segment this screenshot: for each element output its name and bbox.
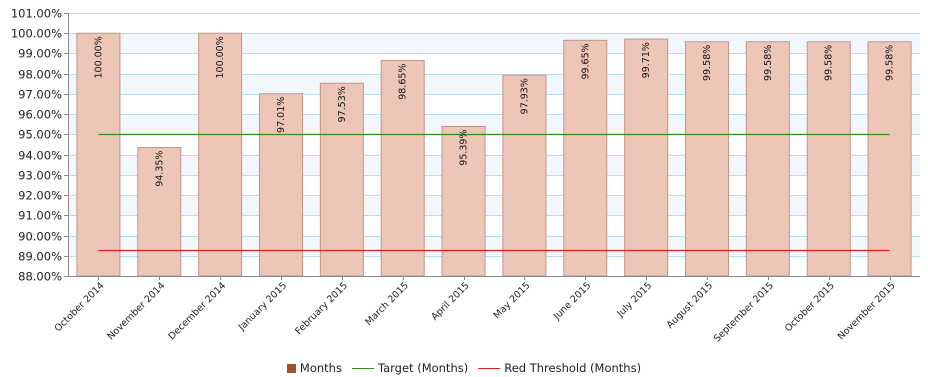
data-label: 99.58% [885,45,896,81]
data-label: 97.93% [519,78,530,114]
y-tick-label: 99.00% [18,47,62,61]
x-tick-label: October 2015 [783,280,837,334]
bar [198,32,243,277]
y-tick-label: 92.00% [18,189,62,203]
bar [502,74,547,277]
legend: Months Target (Months) Red Threshold (Mo… [0,361,928,375]
plot-band [68,154,920,175]
legend-item-months[interactable]: Months [286,361,342,375]
x-tick-label: November 2014 [105,280,167,342]
legend-label-target: Target (Months) [377,361,469,375]
y-tick-label: 95.00% [18,128,62,142]
legend-item-red-threshold[interactable]: Red Threshold (Months) [478,361,641,375]
bar [806,41,851,277]
y-tick-label: 91.00% [18,209,62,223]
plot-band [68,195,920,216]
data-label: 99.65% [580,43,591,79]
data-label: 99.58% [702,45,713,81]
x-tick-label: March 2015 [363,280,410,327]
plot-band [68,73,920,94]
x-tick-label: May 2015 [492,280,533,321]
reference-lines [98,133,890,252]
bar [563,39,608,277]
bar [745,41,790,277]
y-tick-label: 96.00% [18,108,62,122]
bar [624,38,669,277]
bar [685,41,729,277]
legend-label-red-threshold: Red Threshold (Months) [504,361,642,375]
bar [259,93,303,277]
plot-bands [68,33,920,256]
y-tick-label: 89.00% [18,250,62,264]
x-tick-label: February 2015 [293,280,350,337]
legend-item-target[interactable]: Target (Months) [351,361,469,375]
legend-swatch-months [286,363,296,373]
data-label: 94.35% [154,151,165,187]
x-tick-label: August 2015 [665,280,716,331]
data-label: 97.01% [276,97,287,133]
y-axis: 101.00% 100.00% 99.00% 98.00% 97.00% 96.00% 95… [11,7,69,284]
bars [76,32,912,277]
bar [137,147,182,277]
data-label: 97.53% [337,86,348,122]
y-tick-label: 101.00% [11,7,62,21]
data-label: 99.58% [763,45,774,81]
y-tick-label: 98.00% [18,68,62,82]
y-tick-label: 90.00% [18,230,62,244]
plot-band [68,114,920,135]
data-label: 99.71% [641,42,652,78]
y-tick-label: 88.00% [18,270,62,284]
legend-label-months: Months [299,361,342,375]
bar [380,60,425,277]
y-tick-label: 100.00% [11,27,62,41]
x-tick-label: June 2015 [551,280,593,322]
data-labels: 100.00% 94.35% 100.00% 97.01% 97.53% 98.65% 95… [93,36,895,187]
x-tick-label: October 2014 [53,280,107,334]
bar [867,41,912,277]
y-tick-label: 93.00% [18,169,62,183]
x-tick-label: December 2014 [166,280,228,342]
data-label: 100.00% [93,36,104,78]
y-tick-label: 97.00% [18,88,62,102]
plot-band [68,235,920,256]
data-label: 100.00% [215,36,226,78]
data-label: 99.58% [824,45,835,81]
legend-swatch-target [351,367,374,369]
data-label: 95.39% [459,129,470,165]
plot-band [68,33,920,54]
legend-swatch-red-threshold [478,367,501,369]
x-tick-label: January 2015 [236,280,289,333]
x-tick-label: April 2015 [429,280,471,322]
chart-svg: 101.00% 100.00% 99.00% 98.00% 97.00% 96.00% 95… [11,7,920,344]
x-tick-label: July 2015 [614,280,654,320]
bar [76,32,121,277]
x-tick-label: September 2015 [712,280,776,344]
x-tick-label: November 2015 [836,280,898,342]
y-tick-label: 94.00% [18,149,62,163]
data-label: 98.65% [398,64,409,100]
